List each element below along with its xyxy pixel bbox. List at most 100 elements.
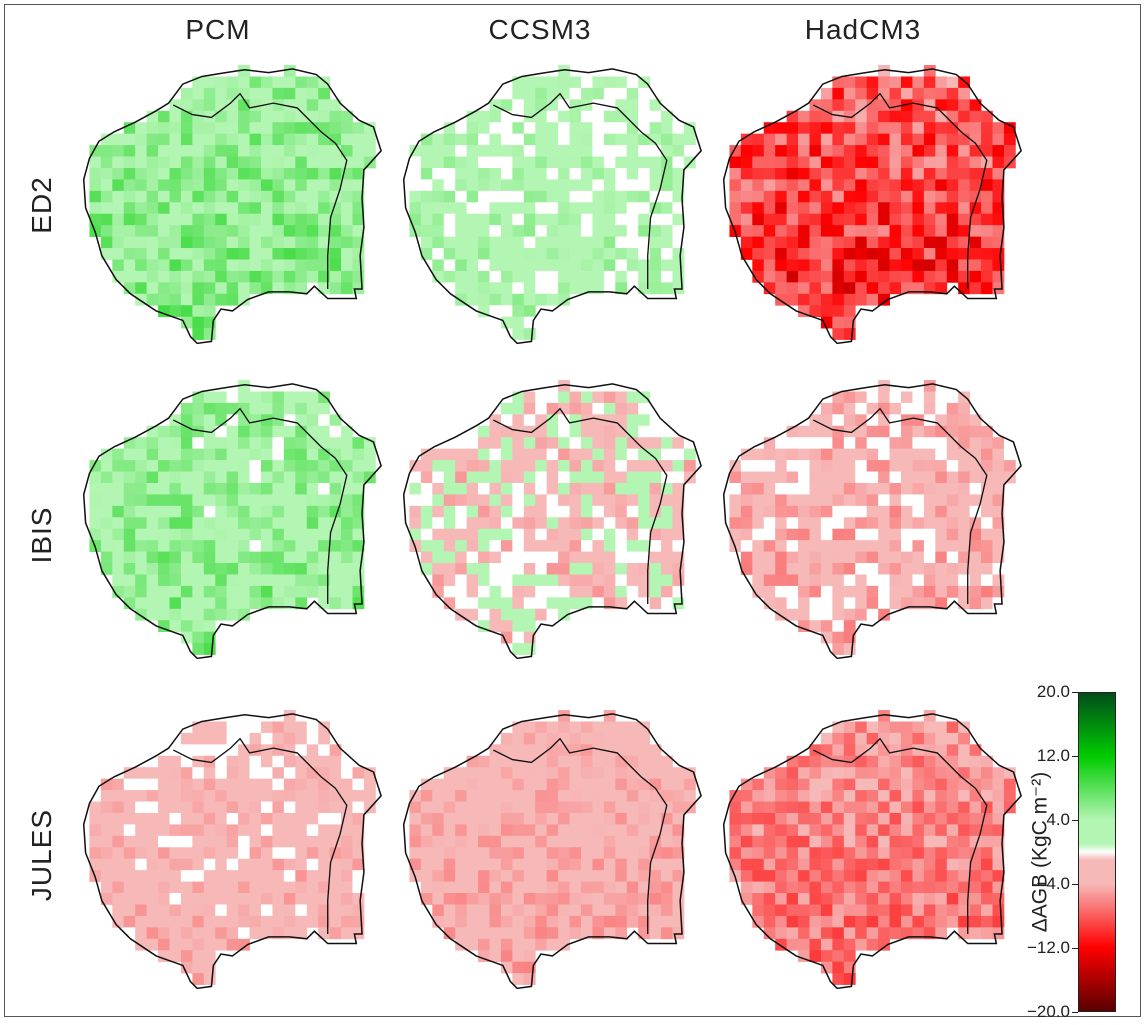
grid-cell	[820, 236, 833, 249]
grid-cell	[135, 767, 148, 780]
grid-cell	[809, 425, 822, 438]
grid-cell	[306, 270, 319, 283]
grid-cell	[809, 225, 822, 237]
grid-cell	[912, 847, 925, 860]
grid-cell	[523, 858, 536, 871]
grid-cell	[798, 835, 810, 848]
grid-cell	[901, 585, 913, 598]
grid-cell	[238, 540, 250, 552]
grid-cell	[661, 145, 673, 157]
grid-cell	[546, 904, 559, 917]
grid-cell	[672, 767, 685, 780]
grid-cell	[546, 847, 559, 860]
grid-cell	[112, 870, 125, 882]
grid-cell	[318, 425, 331, 438]
grid-cell	[581, 551, 593, 564]
grid-cell	[832, 744, 845, 757]
grid-cell	[466, 904, 479, 917]
grid-cell	[809, 790, 822, 802]
grid-cell	[146, 248, 159, 260]
grid-cell	[615, 551, 628, 564]
grid-cell	[969, 110, 982, 123]
grid-cell	[261, 471, 273, 484]
grid-cell	[558, 847, 570, 860]
grid-cell	[843, 305, 856, 318]
sub-basin-outline	[813, 737, 988, 935]
grid-cell	[546, 236, 559, 249]
grid-cell	[192, 767, 205, 780]
grid-cell	[820, 608, 833, 621]
grid-cell	[638, 225, 651, 237]
grid-cell	[843, 528, 856, 541]
grid-cell	[946, 858, 959, 871]
grid-cell	[740, 179, 753, 192]
grid-cell	[146, 494, 159, 507]
grid-cell	[295, 767, 308, 780]
grid-cell	[249, 190, 262, 203]
grid-cell	[500, 893, 513, 905]
grid-cell	[512, 744, 525, 757]
grid-cell	[923, 721, 936, 734]
grid-cell	[843, 505, 856, 518]
grid-cell	[638, 801, 651, 814]
grid-cell	[992, 213, 1005, 226]
grid-cell	[832, 190, 845, 203]
grid-cell	[478, 835, 490, 848]
grid-cell	[946, 835, 959, 848]
grid-cell	[135, 528, 148, 541]
grid-cell	[912, 858, 925, 871]
grid-cell	[341, 145, 353, 157]
grid-cell	[912, 110, 925, 123]
grid-cell	[809, 904, 822, 917]
grid-cell	[546, 778, 559, 791]
grid-cell	[352, 482, 365, 495]
grid-cell	[809, 835, 822, 848]
grid-cell	[581, 904, 593, 917]
grid-cell	[432, 540, 445, 552]
grid-cell	[203, 721, 216, 734]
grid-cell	[215, 744, 228, 757]
grid-cell	[786, 225, 799, 237]
grid-cell	[295, 133, 308, 146]
grid-cell	[295, 732, 308, 745]
grid-cell	[512, 122, 525, 135]
grid-cell	[318, 414, 331, 427]
grid-cell	[935, 122, 948, 135]
grid-cell	[855, 76, 868, 89]
grid-cell	[935, 812, 948, 825]
grid-cell	[352, 801, 365, 814]
grid-cell	[352, 767, 365, 780]
grid-cell	[158, 915, 170, 928]
grid-cell	[283, 179, 296, 192]
grid-cell	[569, 767, 582, 780]
grid-cell	[283, 732, 296, 745]
grid-cell	[981, 425, 993, 438]
grid-cell	[100, 540, 113, 552]
grid-cell	[158, 448, 170, 461]
grid-cell	[809, 167, 822, 180]
grid-cell	[500, 494, 513, 507]
grid-cell	[649, 99, 662, 112]
grid-cell	[478, 156, 490, 169]
grid-cell	[432, 824, 445, 837]
grid-cell	[455, 938, 468, 951]
grid-cell	[272, 585, 285, 598]
grid-cell	[500, 574, 513, 587]
grid-cell	[581, 812, 593, 825]
grid-cell	[306, 812, 319, 825]
grid-cell	[649, 471, 662, 484]
grid-cell	[866, 505, 879, 518]
grid-cell	[238, 904, 250, 917]
grid-cell	[272, 858, 285, 871]
grid-cell	[192, 213, 205, 226]
grid-cell	[832, 904, 845, 917]
grid-cell	[958, 744, 971, 757]
grid-cell	[958, 585, 971, 598]
grid-cell	[843, 190, 856, 203]
grid-cell	[146, 812, 159, 825]
grid-cell	[843, 99, 856, 112]
grid-cell	[318, 156, 331, 169]
grid-cell	[478, 597, 490, 610]
grid-cell	[946, 721, 959, 734]
grid-cell	[283, 744, 296, 757]
